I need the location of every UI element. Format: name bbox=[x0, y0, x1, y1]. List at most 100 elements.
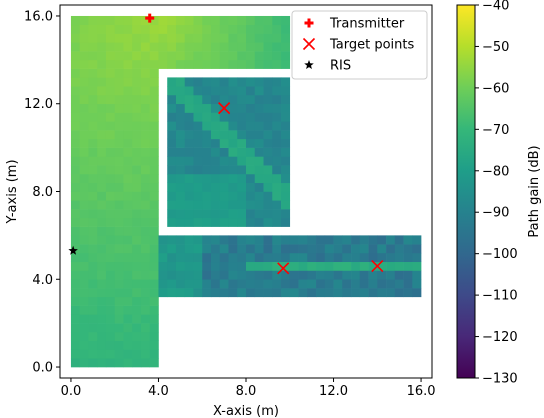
heatmap-cell bbox=[158, 15, 168, 26]
heatmap-cell bbox=[351, 244, 361, 254]
heatmap-cell bbox=[105, 121, 115, 131]
heatmap-cell bbox=[140, 68, 151, 78]
heatmap-cell bbox=[254, 130, 264, 140]
legend-label: Target points bbox=[329, 38, 415, 53]
marker-x bbox=[218, 102, 231, 115]
heatmap-cell bbox=[132, 59, 142, 69]
heatmap-cell bbox=[228, 270, 238, 280]
heatmap-cell bbox=[184, 42, 194, 52]
heatmap-cell bbox=[228, 130, 238, 140]
heatmap-cell bbox=[79, 217, 89, 227]
heatmap-cell bbox=[316, 288, 326, 298]
heatmap-cell bbox=[114, 270, 124, 280]
heatmap-cell bbox=[70, 191, 80, 201]
heatmap-cell bbox=[88, 235, 98, 245]
heatmap-cell bbox=[175, 217, 186, 227]
heatmap-cell bbox=[254, 279, 264, 289]
heatmap-cell bbox=[333, 279, 343, 289]
heatmap-cell bbox=[132, 94, 142, 105]
heatmap-cell bbox=[219, 244, 229, 254]
heatmap-cell bbox=[202, 279, 212, 289]
heatmap-cell bbox=[228, 147, 238, 157]
heatmap-cell bbox=[149, 86, 159, 96]
heatmap-cell bbox=[281, 252, 291, 263]
heatmap-cell bbox=[88, 288, 98, 298]
heatmap-cell bbox=[105, 209, 115, 219]
heatmap-cell bbox=[88, 209, 98, 219]
heatmap-cell bbox=[105, 296, 115, 306]
heatmap-cell bbox=[79, 42, 89, 52]
marker-plus bbox=[145, 13, 155, 23]
heatmap-cell bbox=[202, 252, 212, 263]
heatmap-cell bbox=[298, 261, 308, 271]
heatmap-cell bbox=[105, 200, 115, 210]
heatmap-cell bbox=[324, 279, 334, 289]
heatmap-cell bbox=[377, 270, 387, 280]
heatmap-cell bbox=[140, 42, 151, 52]
heatmap-cell bbox=[140, 33, 151, 43]
heatmap-cell bbox=[184, 156, 194, 166]
heatmap-cell bbox=[184, 200, 194, 210]
heatmap-cell bbox=[228, 165, 238, 175]
heatmap-cell bbox=[175, 252, 186, 263]
heatmap-cell bbox=[281, 235, 291, 245]
heatmap-cell bbox=[246, 173, 256, 184]
heatmap-cell bbox=[272, 165, 282, 175]
heatmap-cell bbox=[281, 147, 291, 157]
heatmap-cell bbox=[184, 130, 194, 140]
heatmap-cell bbox=[316, 235, 326, 245]
heatmap-cell bbox=[79, 15, 89, 26]
heatmap-cell bbox=[123, 252, 133, 263]
legend-marker bbox=[304, 18, 314, 28]
heatmap-cell bbox=[140, 288, 151, 298]
heatmap-cell bbox=[219, 173, 229, 184]
heatmap-cell bbox=[193, 121, 203, 131]
heatmap-cell bbox=[123, 340, 133, 350]
heatmap-cell bbox=[175, 86, 186, 96]
heatmap-cell bbox=[272, 147, 282, 157]
colorbar-tick-label: −130 bbox=[482, 372, 518, 387]
heatmap-cell bbox=[272, 15, 282, 26]
heatmap-cell bbox=[97, 244, 107, 254]
heatmap-cell bbox=[210, 270, 221, 280]
heatmap-cell bbox=[202, 165, 212, 175]
heatmap-cell bbox=[140, 358, 151, 368]
heatmap-cell bbox=[79, 33, 89, 43]
heatmap-cell bbox=[158, 270, 168, 280]
heatmap-cell bbox=[79, 349, 89, 359]
heatmap-cell bbox=[281, 51, 291, 61]
heatmap-cell bbox=[70, 305, 80, 315]
heatmap-cell bbox=[193, 235, 203, 245]
heatmap-cell bbox=[97, 59, 107, 69]
heatmap-cell bbox=[132, 305, 142, 315]
heatmap-cell bbox=[114, 15, 124, 26]
heatmap-cell bbox=[272, 235, 282, 245]
heatmap-cell bbox=[114, 244, 124, 254]
heatmap-cell bbox=[403, 252, 413, 263]
heatmap-cell bbox=[281, 103, 291, 113]
heatmap-cell bbox=[70, 121, 80, 131]
heatmap-cell bbox=[105, 130, 115, 140]
heatmap-cell bbox=[70, 261, 80, 271]
heatmap-cell bbox=[272, 191, 282, 201]
heatmap-cell bbox=[219, 191, 229, 201]
heatmap-cell bbox=[254, 121, 264, 131]
heatmap-cell bbox=[368, 244, 378, 254]
heatmap-cell bbox=[272, 59, 282, 69]
heatmap-cell bbox=[140, 270, 151, 280]
heatmap-cell bbox=[70, 165, 80, 175]
heatmap-cell bbox=[114, 296, 124, 306]
heatmap-cell bbox=[237, 165, 247, 175]
heatmap-cell bbox=[263, 209, 273, 219]
heatmap-cell bbox=[132, 358, 142, 368]
heatmap-cell bbox=[97, 279, 107, 289]
heatmap-cell bbox=[386, 288, 396, 298]
heatmap-cell bbox=[342, 270, 352, 280]
heatmap-cell bbox=[140, 323, 151, 333]
heatmap-cell bbox=[88, 15, 98, 26]
heatmap-cell bbox=[193, 147, 203, 157]
heatmap-cell bbox=[79, 358, 89, 368]
heatmap-cell bbox=[88, 217, 98, 227]
heatmap-cell bbox=[237, 51, 247, 61]
heatmap-cell bbox=[132, 296, 142, 306]
